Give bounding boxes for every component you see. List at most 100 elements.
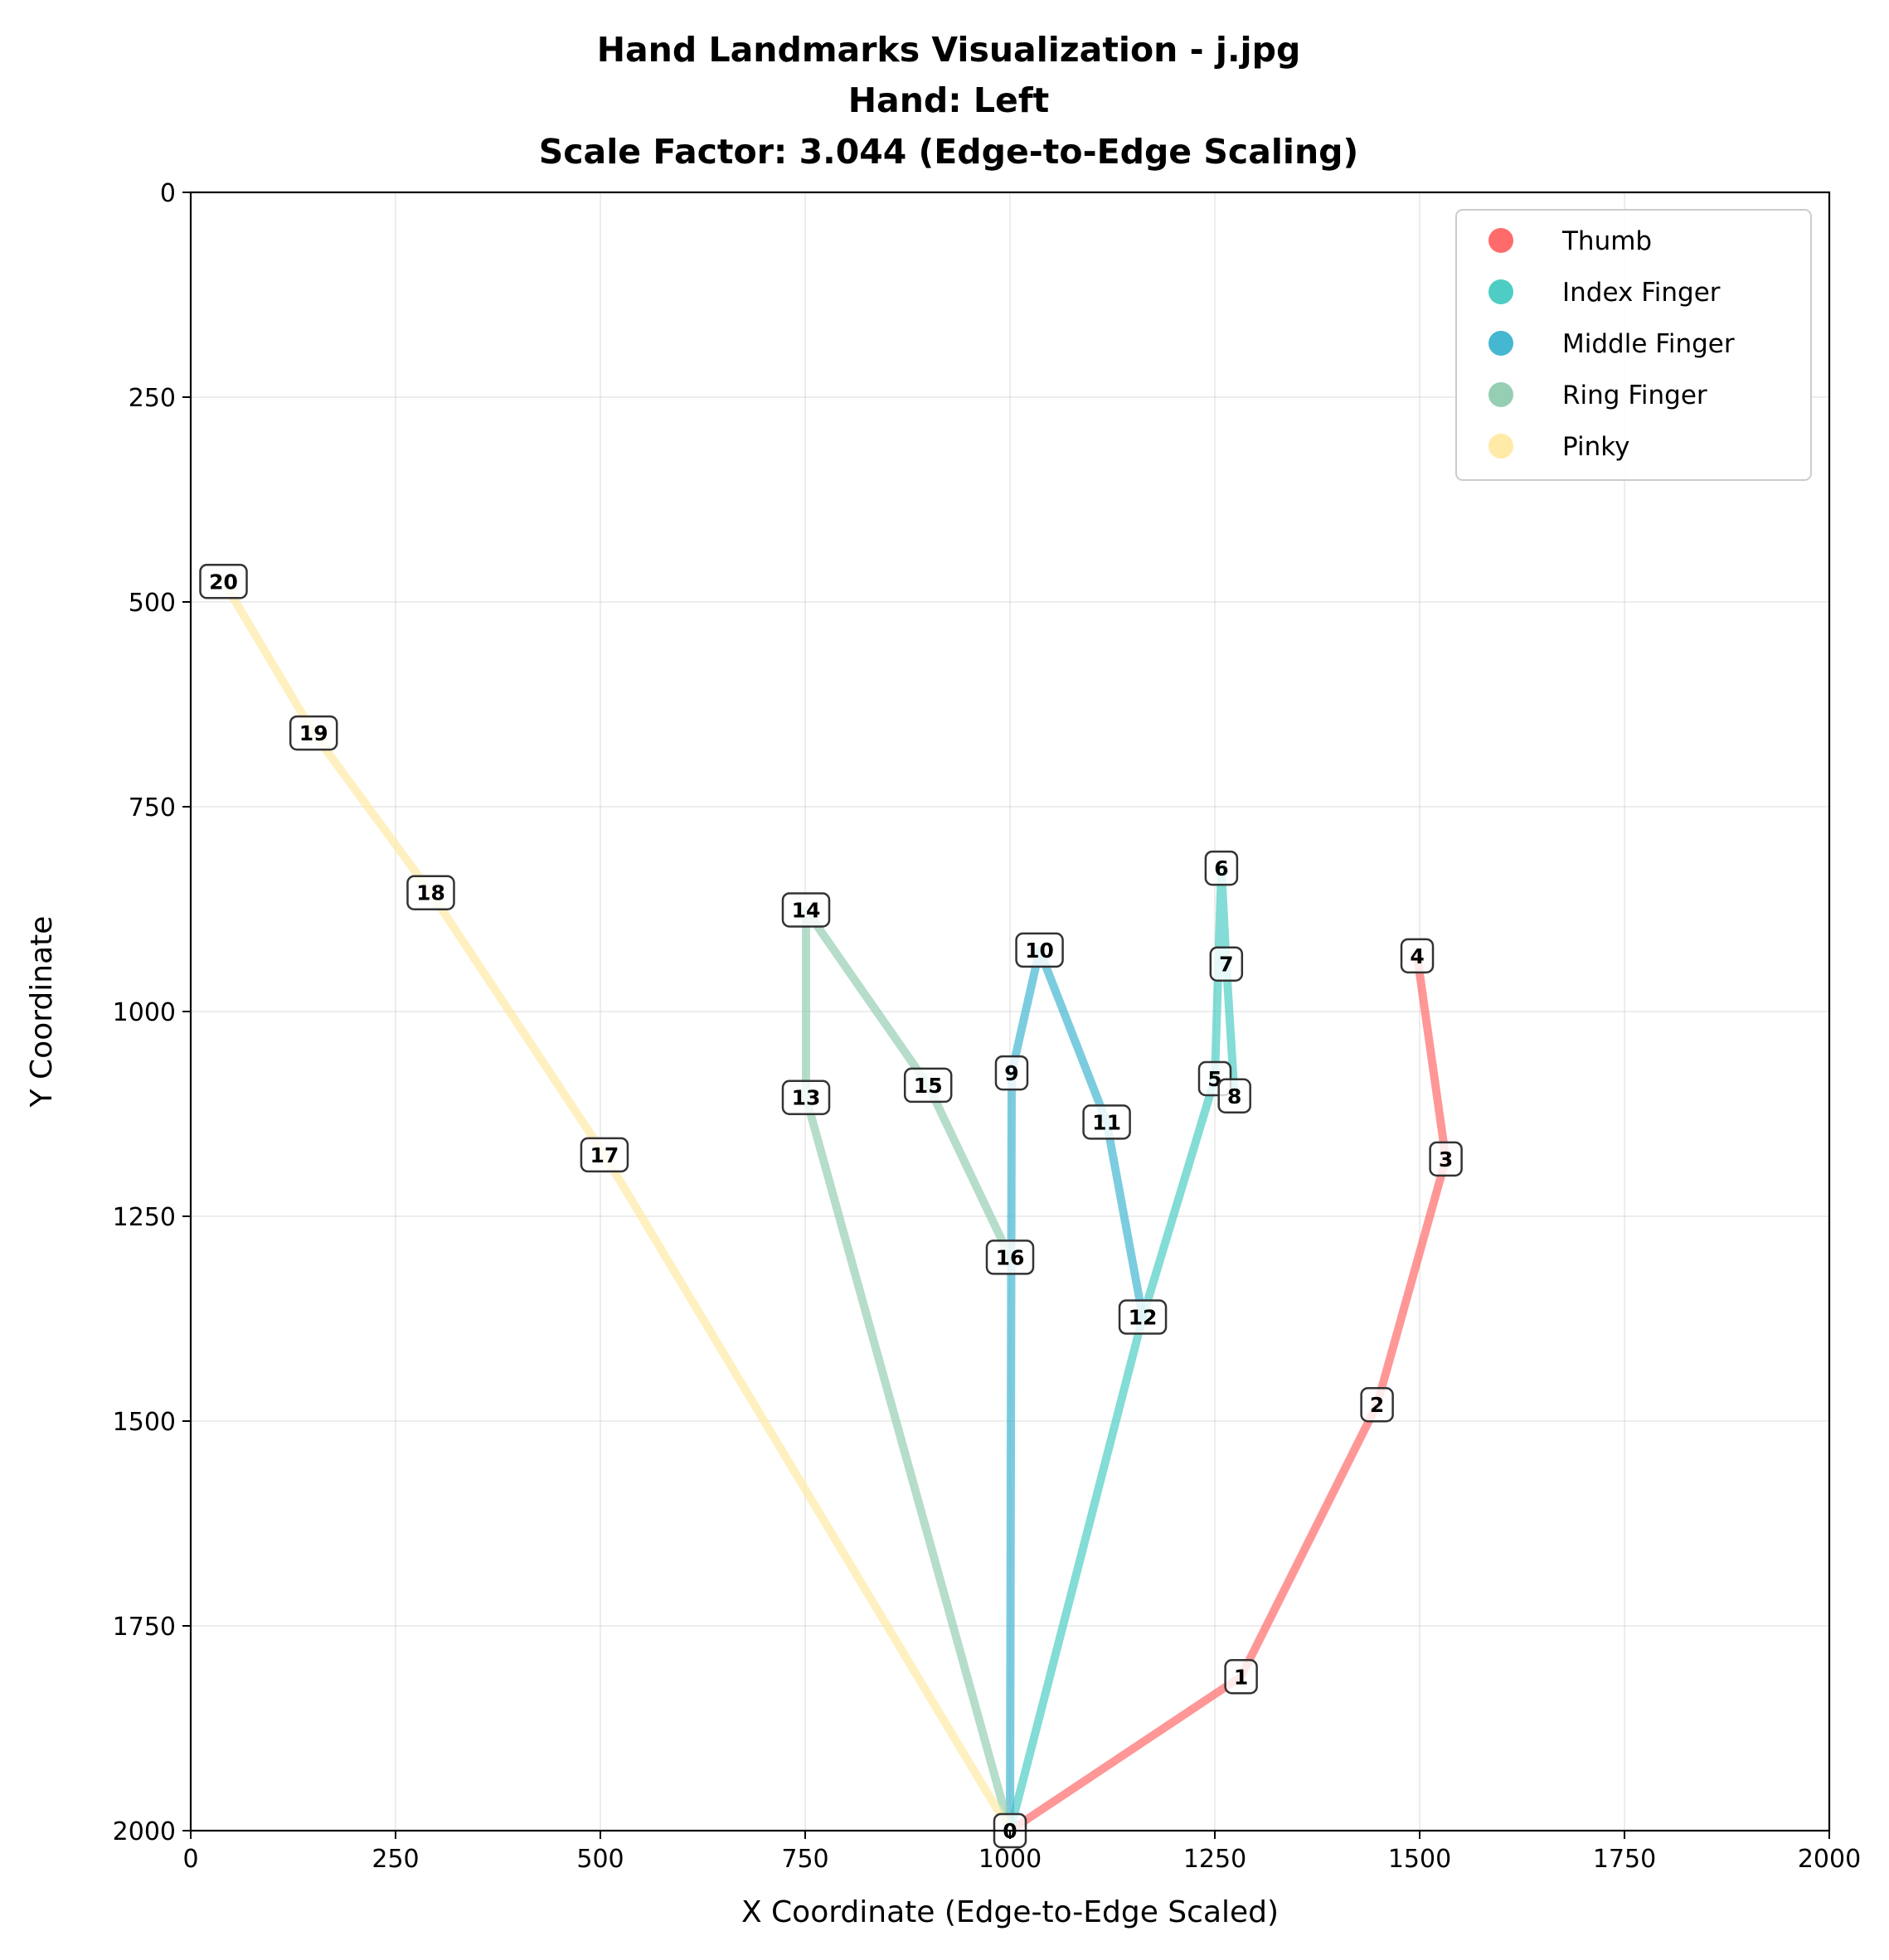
- landmark-3: 3: [1429, 1141, 1463, 1177]
- legend-marker-middle-finger: [1488, 331, 1513, 356]
- landmark-box: [1360, 1386, 1394, 1423]
- x-tick-label: 750: [781, 1845, 828, 1874]
- landmark-label: 13: [792, 1086, 821, 1110]
- landmark-12: 12: [1118, 1299, 1168, 1335]
- x-tick-label: 2000: [1798, 1845, 1861, 1874]
- landmark-label: 3: [1439, 1147, 1453, 1172]
- x-axis-label: X Coordinate (Edge-to-Edge Scaled): [741, 1895, 1279, 1929]
- landmark-20: 20: [199, 564, 248, 599]
- landmark-19: 19: [289, 715, 338, 751]
- landmark-label: 7: [1219, 953, 1233, 977]
- landmark-label: 2: [1370, 1393, 1384, 1417]
- landmark-label: 1: [1234, 1665, 1248, 1689]
- landmark-box: [580, 1137, 629, 1173]
- legend-label-index-finger: Index Finger: [1562, 278, 1721, 308]
- landmark-label: 17: [590, 1143, 619, 1167]
- chart-title: Hand Landmarks Visualization - j.jpg Han…: [539, 30, 1359, 172]
- x-axis-ticks: 0 250 500 750 1000 1250 1500 1750 2000: [182, 1831, 1861, 1874]
- landmark-13: 13: [781, 1079, 831, 1115]
- y-tick-label: 2000: [113, 1817, 176, 1846]
- landmark-9: 9: [994, 1055, 1029, 1091]
- y-tick-label: 1750: [113, 1613, 176, 1642]
- legend-marker-pinky: [1488, 434, 1513, 458]
- legend-label-middle-finger: Middle Finger: [1562, 329, 1735, 359]
- legend-box: [1455, 209, 1812, 481]
- title-line-2: Hand: Left: [848, 80, 1050, 120]
- y-axis-label: Y Coordinate: [25, 916, 59, 1109]
- landmark-box: [1082, 1104, 1131, 1140]
- landmark-1: 1: [1224, 1659, 1258, 1695]
- x-tick-label: 250: [371, 1845, 419, 1874]
- landmark-box: [1209, 946, 1244, 982]
- landmark-box: [781, 892, 831, 928]
- landmark-label: 4: [1410, 944, 1424, 968]
- series-line-pinky: [219, 577, 1014, 1835]
- landmark-label: 11: [1092, 1110, 1121, 1134]
- y-tick-label: 1250: [113, 1203, 176, 1232]
- landmark-box: [199, 564, 248, 599]
- y-tick-label: 500: [129, 589, 176, 618]
- landmark-label: 10: [1025, 939, 1054, 963]
- landmark-label: 20: [209, 570, 238, 594]
- y-axis-ticks: 0 250 500 750 1000 1250 1500 1750 2000: [113, 179, 191, 1846]
- landmark-7: 7: [1209, 946, 1244, 982]
- landmark-label: 6: [1214, 856, 1228, 881]
- landmark-label: 15: [914, 1074, 943, 1098]
- landmark-box: [1400, 938, 1435, 974]
- landmark-17: 17: [580, 1137, 629, 1173]
- landmark-18: 18: [406, 875, 455, 910]
- legend-marker-ring-finger: [1488, 382, 1513, 407]
- landmark-box: [1204, 850, 1239, 886]
- series-line-ring-finger: [802, 905, 1014, 1835]
- landmark-box: [1217, 1078, 1251, 1114]
- x-tick-label: 1000: [978, 1845, 1042, 1874]
- landmark-box: [289, 715, 338, 751]
- y-tick-label: 0: [160, 179, 176, 208]
- landmark-16: 16: [985, 1240, 1035, 1275]
- y-tick-label: 1000: [113, 998, 176, 1027]
- landmark-11: 11: [1082, 1104, 1131, 1140]
- x-tick-label: 0: [182, 1845, 198, 1874]
- y-tick-label: 1500: [113, 1408, 176, 1437]
- landmark-label: 8: [1227, 1084, 1241, 1109]
- landmark-label: 12: [1129, 1306, 1158, 1330]
- legend: Thumb Index Finger Middle Finger Ring Finge…: [1455, 209, 1812, 481]
- x-tick-label: 1250: [1183, 1845, 1246, 1874]
- landmark-box: [903, 1067, 953, 1104]
- landmark-box: [1224, 1659, 1258, 1695]
- landmark-2: 2: [1360, 1386, 1394, 1423]
- series-line-index-finger: [1006, 864, 1239, 1835]
- x-tick-label: 1500: [1388, 1845, 1451, 1874]
- landmark-10: 10: [1015, 932, 1064, 968]
- landmark-label: 9: [1004, 1061, 1018, 1085]
- legend-label-pinky: Pinky: [1562, 432, 1629, 462]
- legend-marker-index-finger: [1488, 279, 1513, 304]
- y-tick-label: 250: [129, 384, 176, 413]
- landmark-4: 4: [1400, 938, 1435, 974]
- landmark-box: [994, 1055, 1029, 1091]
- landmark-label: 19: [299, 721, 328, 745]
- landmark-6: 6: [1204, 850, 1239, 886]
- legend-marker-thumb: [1488, 228, 1513, 253]
- x-tick-label: 1750: [1593, 1845, 1656, 1874]
- landmark-box: [1429, 1141, 1463, 1177]
- legend-label-thumb: Thumb: [1561, 226, 1652, 256]
- title-line-1: Hand Landmarks Visualization - j.jpg: [597, 30, 1301, 70]
- title-line-3: Scale Factor: 3.044 (Edge-to-Edge Scalin…: [539, 132, 1359, 172]
- landmark-label: 16: [996, 1245, 1025, 1269]
- landmark-box: [1118, 1299, 1168, 1335]
- x-tick-label: 500: [576, 1845, 624, 1874]
- landmark-box: [985, 1240, 1035, 1275]
- landmark-label: 18: [416, 881, 445, 905]
- landmark-label: 14: [792, 898, 821, 922]
- landmark-14: 14: [781, 892, 831, 928]
- landmark-box: [781, 1079, 831, 1115]
- landmark-8: 8: [1217, 1078, 1251, 1114]
- finger-lines: [219, 577, 1450, 1835]
- landmark-box: [1015, 932, 1064, 968]
- legend-label-ring-finger: Ring Finger: [1562, 381, 1707, 410]
- landmark-15: 15: [903, 1067, 953, 1104]
- y-tick-label: 750: [129, 793, 176, 822]
